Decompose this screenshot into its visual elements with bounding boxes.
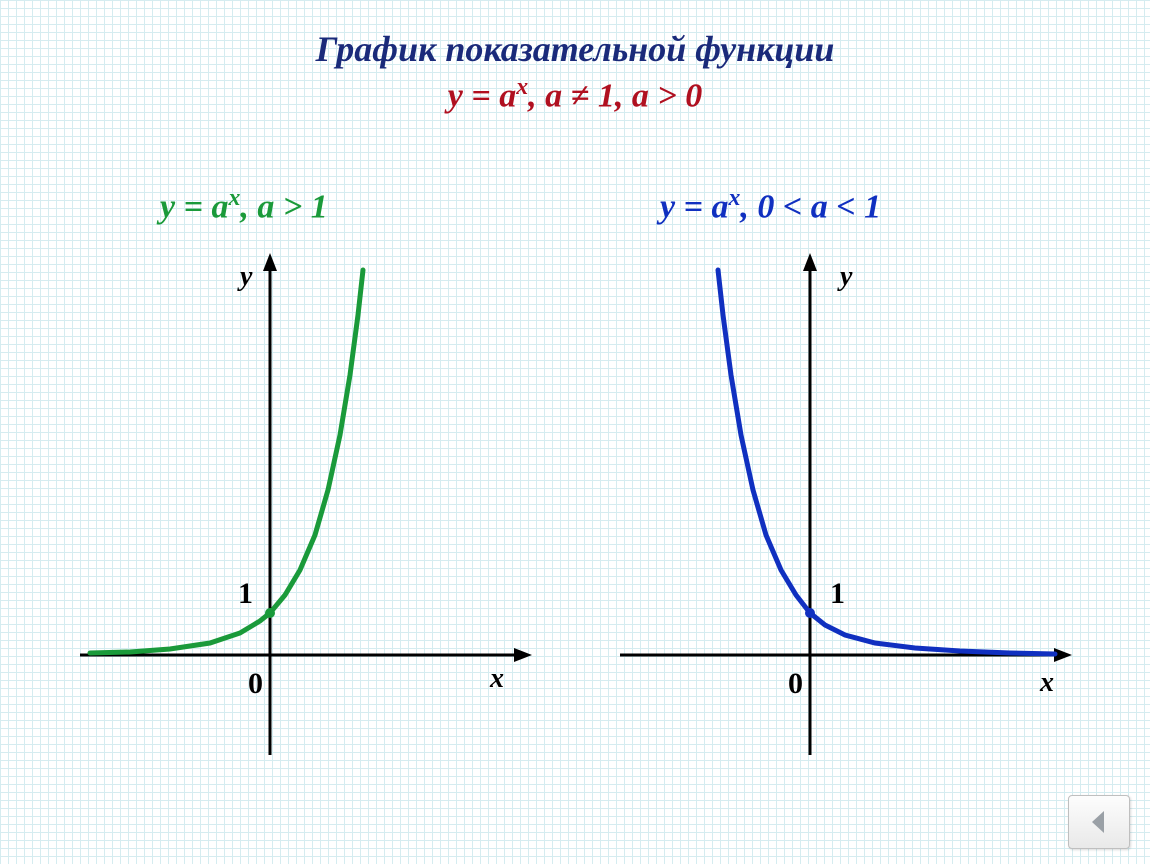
- left-chart-heading: у = ах, а > 1: [160, 185, 328, 226]
- formula-conditions: , а ≠ 1, а > 0: [528, 77, 702, 114]
- right-chart: у х 0 1: [610, 255, 1070, 765]
- svg-text:1: 1: [238, 577, 253, 610]
- left-formula-base: у = а: [160, 188, 228, 225]
- svg-text:у: у: [237, 261, 253, 292]
- formula-base: у = а: [448, 77, 516, 114]
- svg-text:х: х: [489, 663, 504, 694]
- title-formula: у = ах, а ≠ 1, а > 0: [0, 74, 1150, 115]
- right-chart-heading: у = ах, 0 < а < 1: [660, 185, 881, 226]
- left-formula-exponent: х: [228, 185, 240, 211]
- left-chart: у х 0 1: [70, 255, 530, 765]
- svg-text:0: 0: [788, 667, 803, 700]
- svg-text:0: 0: [248, 667, 263, 700]
- right-formula-base: у = а: [660, 188, 728, 225]
- left-chart-svg: у х 0 1: [70, 255, 530, 765]
- svg-text:у: у: [837, 261, 853, 292]
- left-formula-condition: , а > 1: [240, 188, 327, 225]
- right-formula-condition: , 0 < а < 1: [740, 188, 881, 225]
- right-chart-svg: у х 0 1: [610, 255, 1070, 765]
- svg-text:х: х: [1039, 667, 1054, 698]
- back-arrow-icon: [1084, 807, 1114, 837]
- right-formula-exponent: х: [728, 185, 740, 211]
- svg-text:1: 1: [830, 577, 845, 610]
- slide-content: График показательной функции у = ах, а ≠…: [0, 0, 1150, 864]
- formula-exponent: х: [516, 74, 528, 100]
- prev-slide-button[interactable]: [1068, 795, 1130, 849]
- main-title: График показательной функции: [0, 28, 1150, 70]
